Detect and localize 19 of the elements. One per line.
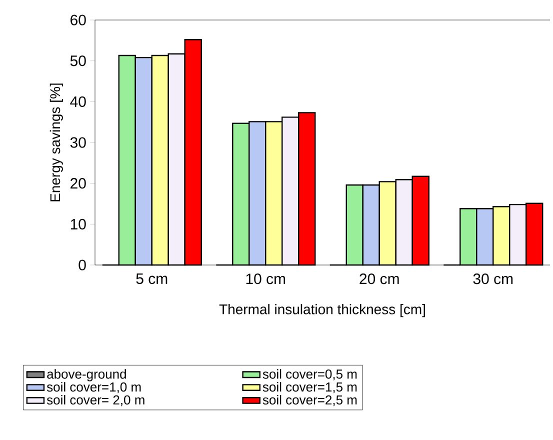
legend-label: soil cover=1,5 m bbox=[262, 382, 357, 394]
y-tick-label: 60 bbox=[70, 14, 86, 26]
x-tick-label: 20 cm bbox=[360, 274, 399, 284]
y-tick-label: 50 bbox=[70, 56, 86, 66]
legend-label: soil cover=0,5 m bbox=[262, 369, 357, 380]
legend-label: soil cover= 2,0 m bbox=[46, 394, 144, 406]
x-tick-label: 30 cm bbox=[473, 274, 513, 284]
y-tick-label: 0 bbox=[78, 260, 86, 270]
legend-label: soil cover=2,5 m bbox=[262, 394, 357, 406]
y-tick-label: 10 bbox=[70, 218, 86, 230]
y-tick-label: 30 bbox=[70, 137, 86, 148]
y-tick-label: 20 bbox=[70, 178, 86, 189]
y-tick-label: 40 bbox=[70, 96, 86, 107]
legend-label: above-ground bbox=[47, 369, 126, 382]
x-tick-label: 5 cm bbox=[136, 274, 168, 284]
x-axis-title: Thermal insulation thickness [cm] bbox=[219, 304, 425, 318]
x-tick-label: 10 cm bbox=[246, 274, 286, 284]
legend-label: soil cover=1,0 m bbox=[46, 382, 141, 394]
y-axis-title: Energy savings [%] bbox=[50, 84, 63, 202]
